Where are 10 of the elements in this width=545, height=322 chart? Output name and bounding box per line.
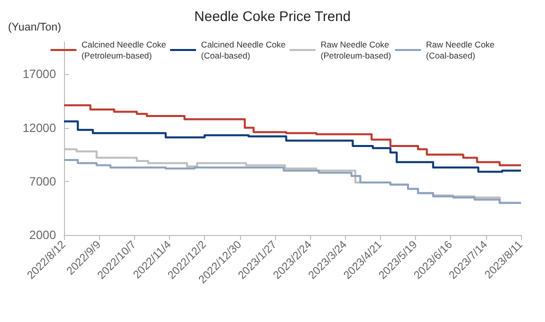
y-axis-title: (Yuan/Ton) — [8, 22, 62, 34]
legend-label: Raw Needle Coke (Petroleum-based) — [320, 40, 392, 60]
chart-title: Needle Coke Price Trend — [194, 8, 351, 24]
y-tick-label: 17000 — [22, 67, 56, 82]
y-tick-label: 12000 — [22, 120, 56, 135]
legend-label: Calcined Needle Coke (Petroleum-based) — [81, 40, 166, 60]
y-tick-label: 2000 — [29, 228, 56, 242]
legend-label: Raw Needle Coke (Coal-based) — [426, 40, 495, 60]
y-tick-label: 7000 — [29, 174, 56, 188]
legend-label: Calcined Needle Coke (Coal-based) — [201, 40, 286, 60]
